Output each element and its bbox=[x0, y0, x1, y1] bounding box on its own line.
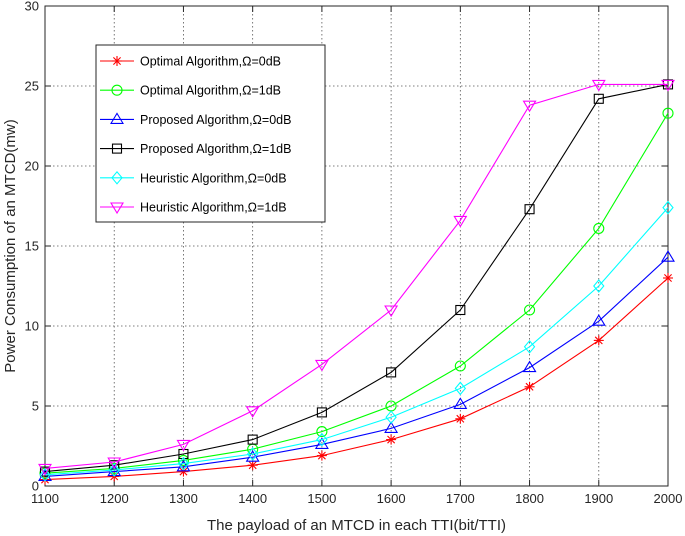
legend-marker-triangle-down bbox=[110, 202, 124, 215]
x-tick-label: 1400 bbox=[238, 491, 267, 506]
x-tick-label: 1200 bbox=[100, 491, 129, 506]
data-point-diamond bbox=[385, 410, 397, 425]
legend-box bbox=[95, 44, 326, 223]
data-point-square bbox=[39, 466, 51, 477]
legend: Optimal Algorithm,Ω=0dB Optimal Algorithm… bbox=[95, 44, 326, 223]
legend-entry: Optimal Algorithm,Ω=0dB bbox=[100, 55, 281, 69]
x-tick-label: 1700 bbox=[446, 491, 475, 506]
data-point-triangle-down bbox=[38, 463, 52, 476]
x-tick-label: 1300 bbox=[169, 491, 198, 506]
data-point-triangle-up bbox=[314, 437, 329, 449]
legend-entry: Proposed Algorithm,Ω=1dB bbox=[100, 142, 291, 156]
data-point-triangle-up bbox=[384, 421, 399, 433]
legend-entry: Proposed Algorithm,Ω=0dB bbox=[100, 112, 291, 127]
data-point-triangle-up bbox=[453, 397, 468, 409]
data-point-star bbox=[316, 450, 327, 461]
series-1 bbox=[40, 273, 673, 485]
series-6 bbox=[38, 79, 675, 476]
series-line bbox=[44, 277, 669, 481]
data-point-square bbox=[524, 204, 535, 215]
data-point-triangle-up bbox=[522, 360, 537, 373]
data-point-circle bbox=[662, 107, 674, 119]
legend-label: Proposed Algorithm,Ω=0dB bbox=[140, 113, 291, 127]
y-tick-label: 0 bbox=[32, 479, 39, 494]
y-axis-label: Power Consumption of an MTCD(mw) bbox=[2, 119, 19, 372]
legend-label: Proposed Algorithm,Ω=1dB bbox=[140, 142, 291, 156]
legend-marker-triangle-up bbox=[110, 112, 124, 124]
data-point-diamond bbox=[454, 381, 467, 396]
data-point-triangle-down bbox=[245, 406, 260, 418]
legend-marker-star bbox=[112, 56, 122, 66]
data-point-triangle-down bbox=[107, 457, 122, 470]
y-tick-label: 30 bbox=[25, 0, 39, 14]
data-point-triangle-down bbox=[314, 359, 329, 372]
data-point-triangle-up bbox=[661, 250, 675, 262]
x-axis-label: The payload of an MTCD in each TTI(bit/T… bbox=[207, 517, 506, 534]
data-point-square bbox=[386, 367, 397, 378]
data-point-star bbox=[593, 335, 604, 346]
series-line bbox=[44, 207, 669, 476]
data-point-diamond bbox=[39, 467, 51, 482]
data-point-triangle-down bbox=[384, 305, 399, 318]
data-point-diamond bbox=[316, 432, 328, 447]
legend-marker-circle bbox=[111, 84, 123, 96]
data-point-diamond bbox=[108, 463, 120, 477]
data-point-triangle-down bbox=[453, 215, 468, 228]
x-tick-label: 1500 bbox=[307, 491, 336, 506]
legend-label: Heuristic Algorithm,Ω=1dB bbox=[140, 201, 287, 215]
y-tick-label: 15 bbox=[25, 239, 39, 254]
data-point-triangle-down bbox=[591, 79, 606, 92]
data-point-diamond bbox=[246, 447, 259, 461]
y-tick-label: 20 bbox=[25, 159, 39, 174]
data-point-circle bbox=[316, 426, 328, 438]
legend-marker-square bbox=[111, 143, 123, 154]
data-point-diamond bbox=[177, 456, 190, 471]
x-tick-label: 1800 bbox=[515, 491, 544, 506]
x-tick-label: 2000 bbox=[654, 491, 683, 506]
series-line bbox=[44, 83, 668, 469]
data-point-square bbox=[455, 304, 466, 316]
legend-label: Heuristic Algorithm,Ω=0dB bbox=[140, 171, 287, 185]
data-point-star bbox=[386, 434, 397, 445]
y-tick-label: 10 bbox=[25, 319, 39, 334]
data-point-star bbox=[524, 381, 535, 392]
series-4 bbox=[39, 79, 674, 477]
data-point-star bbox=[455, 413, 466, 424]
data-point-square bbox=[316, 407, 327, 418]
x-tick-label: 1100 bbox=[31, 491, 59, 506]
y-tick-label: 5 bbox=[32, 399, 39, 414]
data-point-square bbox=[247, 434, 258, 445]
data-point-star bbox=[663, 273, 673, 283]
legend-entry: Heuristic Algorithm,Ω=1dB bbox=[100, 201, 287, 215]
data-point-square bbox=[593, 93, 604, 104]
legend-entry: Optimal Algorithm,Ω=1dB bbox=[100, 84, 281, 98]
data-point-star bbox=[247, 460, 258, 471]
legend-marker-diamond bbox=[111, 170, 123, 185]
legend-label: Optimal Algorithm,Ω=0dB bbox=[140, 55, 281, 69]
data-point-triangle-down bbox=[661, 79, 675, 92]
data-point-diamond bbox=[662, 200, 674, 215]
axis-ticks: 1100 1200 1300 1400 1500 1600 1700 1800 1900 2000… bbox=[25, 0, 683, 506]
series-5 bbox=[39, 200, 674, 482]
x-tick-label: 1900 bbox=[584, 491, 613, 506]
y-tick-label: 25 bbox=[25, 79, 39, 94]
data-point-triangle-up bbox=[591, 314, 606, 326]
series-line bbox=[44, 83, 669, 473]
series-line bbox=[44, 256, 669, 477]
data-point-triangle-down bbox=[522, 100, 537, 113]
data-point-circle bbox=[177, 454, 189, 466]
data-point-circle bbox=[593, 222, 605, 234]
x-tick-label: 1600 bbox=[377, 491, 406, 506]
legend-label: Optimal Algorithm,Ω=1dB bbox=[140, 84, 281, 98]
legend-entry: Heuristic Algorithm,Ω=0dB bbox=[100, 170, 287, 185]
data-point-circle bbox=[524, 304, 536, 316]
data-point-diamond bbox=[593, 279, 605, 293]
series-line bbox=[44, 112, 669, 474]
data-point-triangle-down bbox=[176, 439, 191, 452]
data-point-star bbox=[178, 466, 189, 477]
data-series bbox=[38, 79, 675, 485]
data-point-diamond bbox=[523, 339, 536, 354]
data-point-circle bbox=[454, 360, 466, 372]
